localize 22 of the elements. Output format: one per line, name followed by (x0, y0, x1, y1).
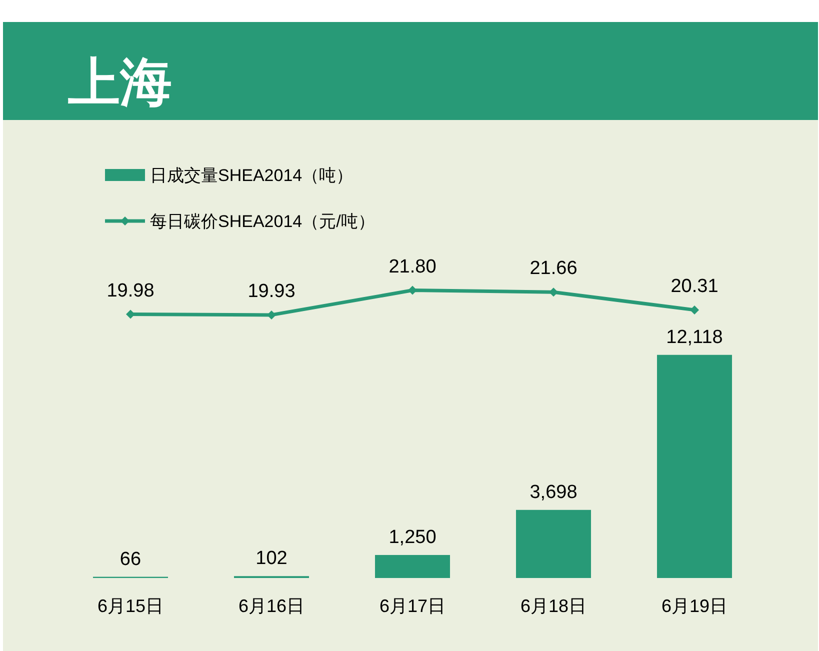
x-tick-label: 6月19日 (661, 596, 728, 616)
legend-label: 每日碳价SHEA2014（元/吨） (150, 212, 375, 231)
x-tick-label: 6月16日 (238, 596, 305, 616)
x-tick-label: 6月18日 (520, 596, 587, 616)
x-tick-label: 6月15日 (97, 596, 164, 616)
data-label: 21.66 (530, 258, 578, 280)
bar (516, 510, 591, 578)
data-label: 12,118 (666, 326, 723, 348)
chart-title: 上海 (68, 54, 172, 112)
data-label: 21.80 (388, 256, 436, 278)
point (690, 305, 699, 314)
data-label: 66 (120, 548, 142, 570)
data-label: 20.31 (670, 276, 718, 297)
data-label: 3,698 (530, 482, 578, 503)
bar (657, 354, 732, 578)
data-label: 1,250 (388, 526, 436, 548)
data-label: 102 (256, 548, 288, 570)
data-label: 19.93 (248, 280, 296, 302)
bar (375, 554, 450, 578)
data-label: 19.98 (106, 280, 154, 302)
legend-label: 日成交量SHEA2014（吨） (150, 166, 354, 185)
x-tick-label: 6月17日 (379, 596, 446, 616)
